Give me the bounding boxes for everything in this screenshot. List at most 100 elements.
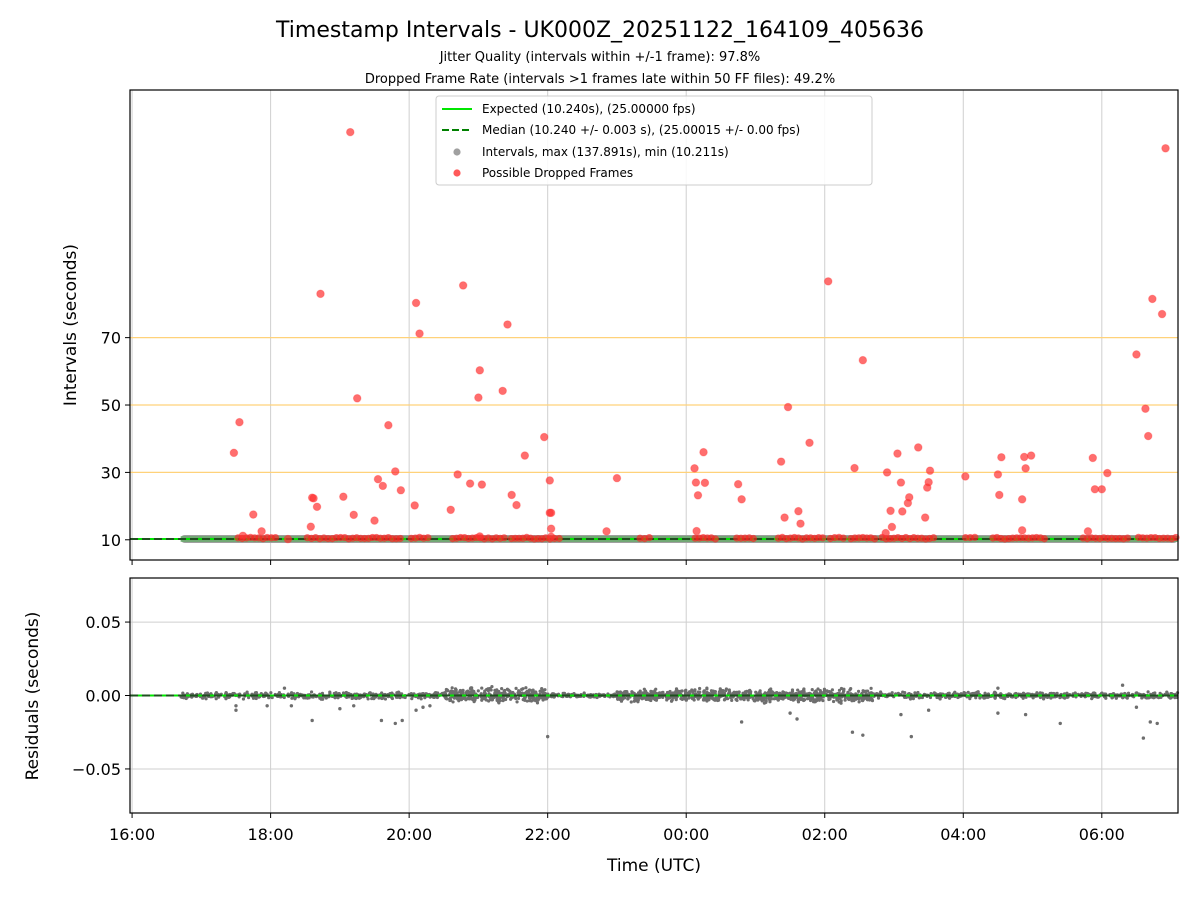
residual-point-737 xyxy=(451,700,455,704)
dropped-frame-point-53 xyxy=(776,457,786,466)
residual-point-671 xyxy=(540,695,544,699)
intervals-x-ticks xyxy=(131,560,1103,565)
residual-point-1673 xyxy=(810,696,814,700)
residual-point-735 xyxy=(495,688,499,692)
residual-point-1657 xyxy=(848,697,852,701)
residual-point-1108 xyxy=(776,697,780,701)
residual-point-1395 xyxy=(674,690,678,694)
residual-point-1349 xyxy=(729,695,733,700)
dropped-frame-point-77 xyxy=(993,470,1003,479)
dropped-frame-point-82 xyxy=(1021,464,1030,473)
dropped-frame-point-55 xyxy=(783,402,793,412)
residual-outlier-10 xyxy=(414,708,418,712)
residual-point-715 xyxy=(514,696,518,701)
residuals-y-axis-label: Residuals (seconds) xyxy=(23,612,43,781)
dropped-frame-baseline-17-6 xyxy=(1123,534,1132,542)
residual-point-1333 xyxy=(616,690,620,694)
x-tick-label-0: 16:00 xyxy=(109,825,155,844)
residual-point-2151 xyxy=(1055,691,1059,695)
dropped-frame-baseline-7-2 xyxy=(645,534,653,542)
legend-dropped-label: Possible Dropped Frames xyxy=(482,166,633,180)
residual-point-1599 xyxy=(839,701,843,705)
x-tick-label-2: 20:00 xyxy=(386,825,432,844)
residual-outlier-23 xyxy=(1023,712,1028,717)
dropped-frame-point-58 xyxy=(805,438,814,448)
residual-outlier-0 xyxy=(234,704,238,708)
residual-point-1825 xyxy=(966,690,970,694)
residual-point-1286 xyxy=(648,698,652,702)
residual-point-685 xyxy=(540,686,544,691)
residual-point-1463 xyxy=(839,699,843,703)
residual-point-2158 xyxy=(1062,695,1066,700)
residual-point-723 xyxy=(498,692,502,696)
residual-point-415 xyxy=(232,691,236,696)
residual-point-1449 xyxy=(796,688,800,692)
dropped-frame-point-92 xyxy=(1143,431,1153,441)
residual-point-1380 xyxy=(616,697,620,701)
dropped-frame-point-50 xyxy=(700,478,710,488)
residual-point-1253 xyxy=(651,696,655,700)
intervals-panel: 10 30 50 70 Intervals (seconds) Expected (1… xyxy=(61,89,1180,565)
residual-outlier-17 xyxy=(850,730,855,734)
residual-point-363 xyxy=(354,696,358,701)
residual-point-179 xyxy=(184,696,188,701)
residual-point-2050 xyxy=(913,691,917,695)
residual-point-1674 xyxy=(841,691,845,695)
residual-point-1727 xyxy=(1123,691,1127,696)
dropped-frame-point-80 xyxy=(1017,495,1027,504)
residual-outlier-6 xyxy=(352,704,356,708)
residual-outlier-22 xyxy=(996,711,1000,715)
residual-point-1387 xyxy=(758,691,762,696)
residual-point-491 xyxy=(514,686,518,691)
residual-point-1089 xyxy=(690,688,694,692)
residual-point-1294 xyxy=(762,701,766,705)
residual-point-1402 xyxy=(747,689,751,693)
dropped-frame-point-78 xyxy=(994,490,1004,500)
dropped-frame-baseline-9-4 xyxy=(749,534,757,543)
dropped-frame-point-95 xyxy=(1161,143,1170,153)
residual-point-367 xyxy=(224,690,228,695)
residual-point-1199 xyxy=(730,698,734,702)
residual-point-2049 xyxy=(1110,696,1114,700)
dropped-frame-point-26 xyxy=(458,281,468,290)
residual-outlier-31 xyxy=(996,686,1000,690)
dropped-frame-point-70 xyxy=(904,493,914,502)
dropped-frame-point-59 xyxy=(823,277,833,286)
residual-outlier-28 xyxy=(1134,705,1139,709)
dropped-frame-point-27 xyxy=(465,479,475,488)
residual-point-1254 xyxy=(707,691,711,696)
residual-point-354 xyxy=(224,697,228,701)
residual-point-710 xyxy=(472,700,476,704)
residual-point-1346 xyxy=(705,699,709,703)
dropped-frame-point-94 xyxy=(1157,309,1167,319)
residual-point-1514 xyxy=(837,688,842,692)
residual-point-1411 xyxy=(654,691,658,695)
residual-outlier-30 xyxy=(282,686,287,690)
dropped-frame-point-86 xyxy=(1088,453,1098,463)
residual-point-214 xyxy=(247,696,251,700)
dropped-frame-point-5 xyxy=(283,534,293,544)
dropped-frame-point-88 xyxy=(1097,484,1107,494)
dropped-frame-point-52 xyxy=(737,495,746,504)
top-y-tick-label-50: 50 xyxy=(101,396,121,415)
residual-point-1182 xyxy=(687,691,691,695)
residual-point-1665 xyxy=(837,691,842,696)
residual-point-1645 xyxy=(830,688,834,692)
residual-point-698 xyxy=(482,691,486,695)
dropped-frame-point-72 xyxy=(920,513,930,522)
residual-point-1676 xyxy=(831,699,836,704)
residual-point-1390 xyxy=(684,691,688,695)
residual-point-605 xyxy=(450,686,454,690)
legend-dropped-swatch xyxy=(453,169,461,177)
top-y-tick-label-10: 10 xyxy=(101,531,121,550)
dropped-frame-baseline-13-13 xyxy=(929,534,938,542)
residual-point-341 xyxy=(410,697,414,701)
residual-point-597 xyxy=(452,696,457,700)
residual-point-1635 xyxy=(868,691,872,695)
residual-point-2100 xyxy=(993,690,997,694)
dropped-frame-point-40 xyxy=(546,508,556,518)
residual-point-327 xyxy=(277,690,281,695)
residual-outlier-21 xyxy=(926,708,931,712)
residual-point-468 xyxy=(480,686,484,690)
